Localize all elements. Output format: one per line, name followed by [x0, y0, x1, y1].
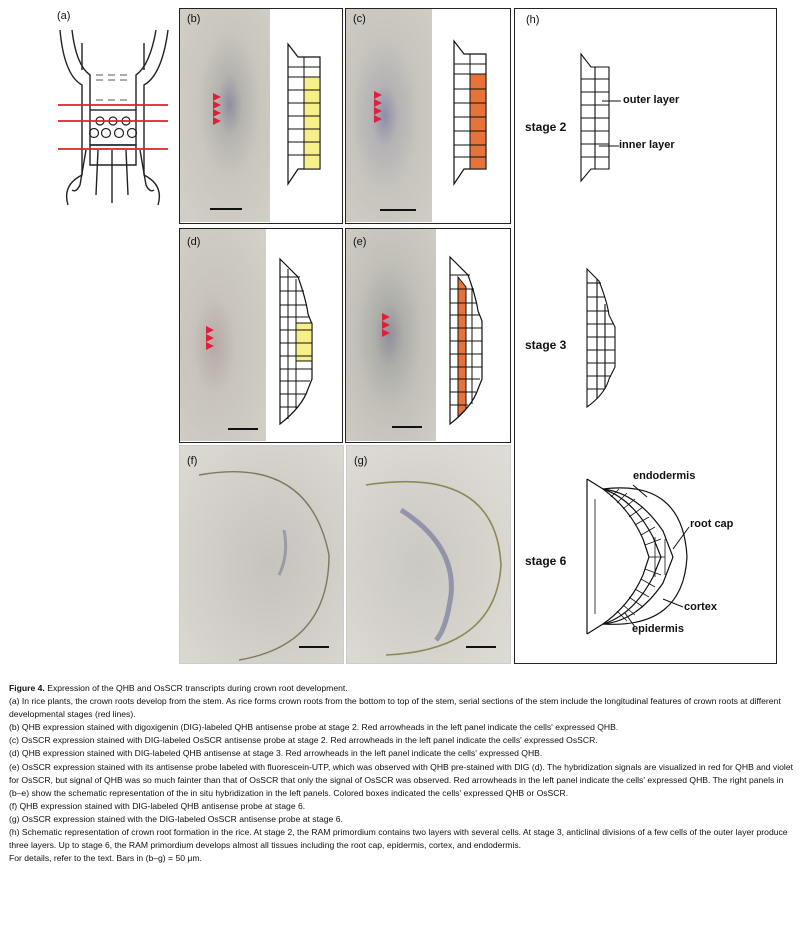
schematic-d [206, 257, 313, 430]
schematic-b [210, 42, 321, 210]
caption-b: (b) QHB expression stained with digoxige… [9, 722, 619, 733]
caption-h: (h) Schematic representation of crown ro… [9, 827, 788, 851]
panel-label-f: (f) [187, 455, 198, 467]
micrograph-d [180, 229, 266, 441]
panel-label-c: (c) [353, 13, 366, 25]
schematic-e [382, 255, 483, 428]
micrograph-g [346, 445, 511, 664]
panel-h [514, 8, 777, 664]
epidermis-label: epidermis [632, 623, 684, 635]
micrograph-c [346, 9, 432, 222]
stem-cross-section-diagram [58, 29, 169, 206]
caption-g: (g) OsSCR expression stained with the DI… [9, 813, 343, 824]
panel-label-a: (a) [57, 10, 71, 22]
caption-title-prefix: Figure 4. [9, 683, 45, 693]
caption-f: (f) QHB expression stained with DIG-labe… [9, 800, 306, 811]
root-cap-label: root cap [690, 518, 734, 530]
caption-a: (a) In rice plants, the crown roots deve… [9, 696, 781, 720]
cortex-label: cortex [684, 601, 718, 613]
caption-e: (e) OsSCR expression stained with its an… [9, 761, 793, 798]
schematic-c [374, 39, 487, 211]
panel-label-d: (d) [187, 236, 201, 248]
panel-label-g: (g) [354, 455, 368, 467]
caption-c: (c) OsSCR expression stained with DIG-la… [9, 735, 598, 746]
micrograph-f-overlay [198, 471, 330, 661]
schematic-h [580, 52, 690, 635]
panel-label-b: (b) [187, 13, 201, 25]
caption-title: Expression of the QHB and OsSCR transcri… [47, 683, 348, 693]
micrograph-g-overlay [365, 481, 502, 656]
figure-caption: Figure 4. Expression of the QHB and OsSC… [9, 682, 795, 865]
micrograph-b [180, 9, 270, 222]
panel-label-e: (e) [353, 236, 367, 248]
caption-d: (d) QHB expression stained with DIG-labe… [9, 748, 543, 759]
inner-layer-label: inner layer [619, 139, 675, 151]
stage-2-label: stage 2 [525, 120, 567, 134]
stage-3-label: stage 3 [525, 338, 567, 352]
panel-label-h: (h) [526, 14, 540, 26]
caption-details: For details, refer to the text. Bars in … [9, 853, 202, 864]
stage-6-label: stage 6 [525, 554, 567, 568]
outer-layer-label: outer layer [623, 94, 680, 106]
micrograph-f [179, 445, 344, 664]
micrograph-e [346, 229, 436, 441]
endodermis-label: endodermis [633, 470, 696, 482]
